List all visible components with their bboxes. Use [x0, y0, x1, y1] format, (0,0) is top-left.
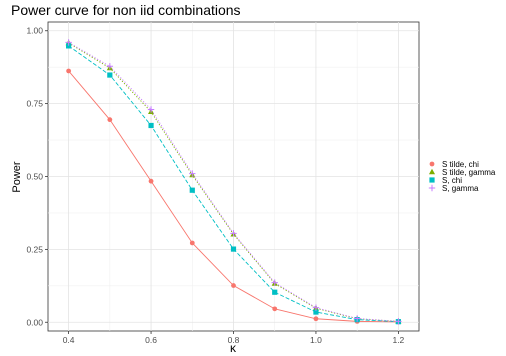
data-point	[230, 246, 237, 252]
legend-item: S tilde, chi	[429, 160, 479, 169]
legend-item: S, chi	[429, 176, 462, 185]
data-point	[65, 39, 72, 46]
y-tick-label: 0.50	[26, 172, 43, 182]
data-point	[313, 309, 319, 315]
legend-label: S, gamma	[442, 184, 479, 193]
data-point	[272, 306, 278, 312]
data-point	[353, 315, 361, 322]
series-group	[65, 39, 402, 325]
data-point	[148, 122, 154, 129]
data-point	[147, 106, 155, 113]
legend-label: S tilde, gamma	[442, 168, 496, 177]
legend-key	[429, 177, 435, 183]
axes-layer: 0.4 0.6 0.8 1.0 1.2 0.00 0.25 0.50 0.75 1.00	[26, 26, 404, 345]
legend-label: S tilde, chi	[442, 160, 479, 169]
legend-key	[429, 161, 435, 167]
y-tick-label: 0.00	[26, 317, 43, 327]
x-tick-label: 0.8	[228, 335, 240, 345]
chart-title: Power curve for non iid combinations	[11, 2, 241, 18]
x-tick-label: 0.6	[145, 335, 157, 345]
data-point	[313, 316, 319, 322]
data-point	[189, 170, 196, 177]
data-point	[271, 279, 278, 286]
x-axis-label: κ	[230, 341, 237, 355]
data-point	[189, 240, 195, 246]
data-point	[66, 68, 72, 74]
data-point	[230, 230, 237, 237]
legend-item: S, gamma	[428, 184, 479, 193]
data-point	[189, 187, 195, 193]
y-tick-label: 0.25	[26, 244, 43, 254]
data-point	[107, 117, 113, 123]
series-layer	[65, 39, 402, 325]
x-tick-label: 1.2	[392, 335, 404, 345]
y-axis-label: Power	[11, 161, 23, 193]
legend-key	[428, 168, 436, 175]
legend-item: S tilde, gamma	[428, 168, 496, 177]
data-point	[148, 178, 154, 184]
data-point	[107, 72, 113, 78]
data-point	[312, 304, 320, 311]
grid-layer	[48, 22, 419, 331]
x-tick-label: 1.0	[310, 335, 322, 345]
x-tick-label: 0.4	[63, 335, 75, 345]
y-tick-label: 0.75	[26, 99, 43, 109]
legend-label: S, chi	[442, 176, 462, 185]
data-point	[66, 43, 72, 49]
data-point	[272, 289, 278, 295]
data-point	[395, 318, 402, 325]
data-point	[106, 63, 114, 70]
legend-key	[428, 184, 436, 192]
y-tick-label: 1.00	[26, 26, 43, 36]
data-point	[231, 283, 236, 288]
